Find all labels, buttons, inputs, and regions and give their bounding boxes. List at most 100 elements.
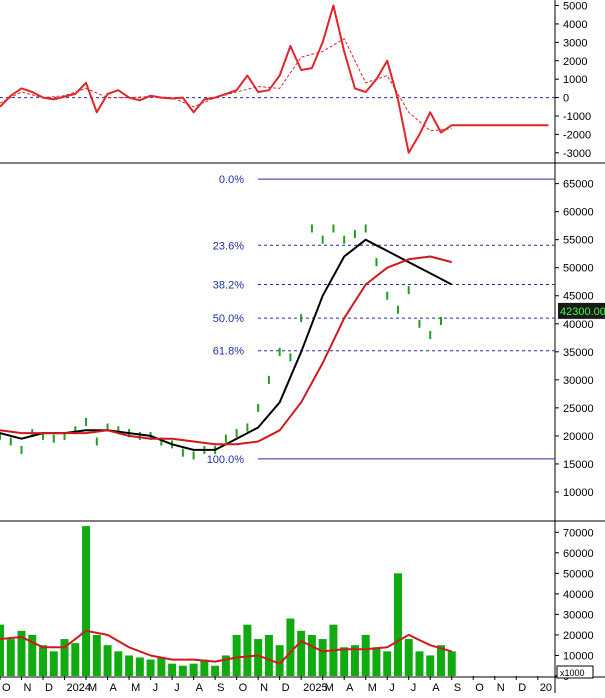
volume-bar [393,573,402,676]
fib-level-label: 100.0% [207,454,245,466]
y-tick-label: -1000 [563,111,591,123]
volume-bar [221,655,230,676]
y-tick-label: 30000 [563,375,594,387]
y-tick-label: 10000 [563,650,594,662]
volume-bar [297,630,306,676]
y-tick-label: 60000 [563,548,594,560]
x-tick-label: 2024 [67,682,91,693]
volume-bar [243,624,252,676]
x-tick-label: S [217,682,224,693]
x-tick-label: N [24,682,32,693]
fib-level-label: 61.8% [213,346,244,358]
volume-bar [350,645,359,676]
y-tick-label: 70000 [563,527,594,539]
volume-bar [200,659,209,676]
x-tick-label: O [239,682,248,693]
x-tick-label: D [518,682,526,693]
volume-bar [307,634,316,676]
fib-level-label: 38.2% [213,280,244,292]
x-tick-label: 20 [540,682,552,693]
volume-bar [447,651,456,676]
x-tick-label: 2025 [303,682,327,693]
fib-level-label: 0.0% [219,174,244,186]
fib-level-label: 50.0% [213,313,244,325]
volume-unit-box [556,665,594,679]
volume-bar [211,665,220,676]
x-tick-label: O [475,682,484,693]
volume-bar [340,647,349,676]
volume-series-line [0,629,452,665]
y-tick-label: 55000 [563,235,594,247]
last-price-badge [558,302,605,319]
volume-bar [49,651,58,676]
x-tick-label: A [346,682,354,693]
price-series-line [0,255,452,446]
volume-bar [254,639,263,676]
x-tick-label: D [282,682,290,693]
x-tick-label: S [454,682,461,693]
x-tick-label: J [174,682,180,693]
y-tick-label: -2000 [563,129,591,141]
volume-bar [92,634,101,676]
volume-bar [103,645,112,676]
x-tick-label: M [325,682,334,693]
price-panel: 65000 60000 55000 50000 45000 40000 35000 30000… [0,174,605,499]
volume-bar [157,657,166,676]
y-tick-label: 50000 [563,263,594,275]
x-tick-label: J [411,682,417,693]
volume-bar [135,657,144,676]
last-price-label: 42300.00 [560,306,605,318]
volume-bar [372,647,381,676]
y-tick-label: 4000 [563,19,587,31]
x-tick-label: O [2,682,11,693]
x-tick-label: N [260,682,268,693]
volume-bar [232,634,241,676]
x-tick-label: M [368,682,377,693]
y-tick-label: 1000 [563,74,587,86]
x-tick-label: J [153,682,159,693]
y-tick-label: 15000 [563,459,594,471]
x-tick-label: A [196,682,204,693]
x-tick-label: A [110,682,118,693]
volume-bar [6,639,15,676]
y-tick-label: 5000 [563,1,587,13]
y-tick-label: 50000 [563,568,594,580]
x-tick-label: N [497,682,505,693]
volume-bar [146,659,155,676]
y-tick-label: 65000 [563,179,594,191]
y-tick-label: 3000 [563,37,587,49]
volume-bar [17,630,26,676]
y-tick-label: 60000 [563,207,594,219]
y-tick-label: 2000 [563,56,587,68]
y-tick-label: 35000 [563,347,594,359]
volume-bar [0,624,4,676]
x-tick-label: A [432,682,440,693]
volume-bar [168,663,177,676]
y-tick-label: 30000 [563,609,594,621]
volume-bar [383,651,392,676]
volume-bar [415,651,424,676]
volume-bar [361,634,370,676]
macd-panel: 5000 4000 3000 2000 1000 0 -1000 -2000 -3000 [0,1,591,160]
y-tick-label: 20000 [563,630,594,642]
volume-bar [28,634,37,676]
y-tick-label: 25000 [563,403,594,415]
x-tick-label: M [131,682,140,693]
volume-bar [286,618,295,676]
volume-bar [39,645,48,676]
volume-bar [264,634,273,676]
volume-bar [318,639,327,676]
y-tick-label: 45000 [563,291,594,303]
x-tick-label: M [88,682,97,693]
volume-bar [404,639,413,676]
volume-bar [275,645,284,676]
volume-bar [114,651,123,676]
y-tick-label: -3000 [563,148,591,160]
volume-bar [60,639,69,676]
volume-bar [82,526,91,676]
y-tick-label: 0 [563,93,569,105]
volume-bar [189,663,198,676]
y-tick-label: 20000 [563,431,594,443]
